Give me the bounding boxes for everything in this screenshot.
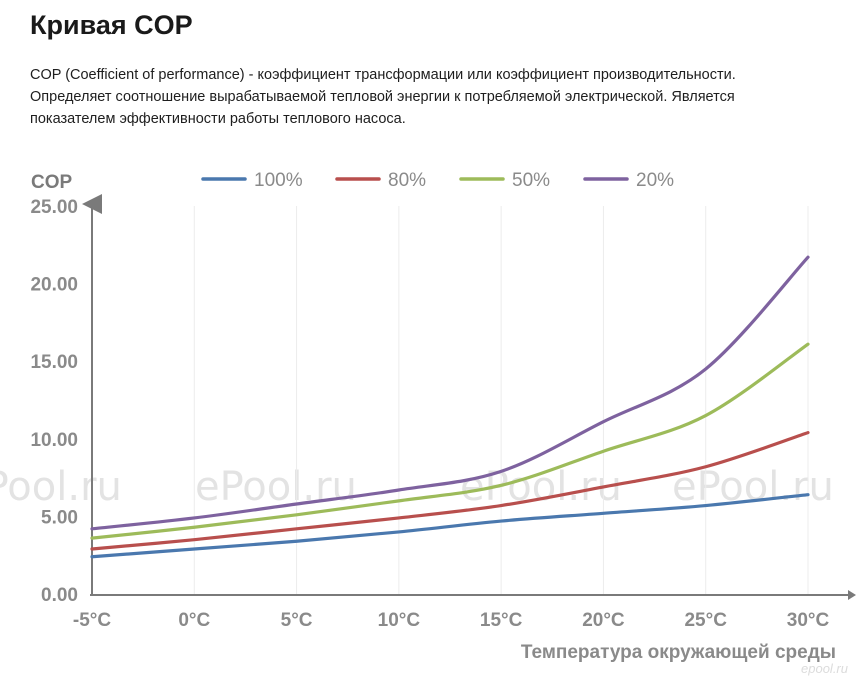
x-tick-label: 20°C	[582, 610, 625, 631]
y-tick-label: 15.00	[30, 352, 78, 373]
watermark-1: ePool.ru	[0, 464, 122, 510]
page-title: Кривая COP	[30, 10, 193, 40]
x-axis-label: Температура окружающей среды	[521, 642, 836, 663]
description-line-2: Определяет соотношение вырабатываемой те…	[30, 89, 735, 105]
series-line-50pct	[90, 342, 810, 540]
y-tick-label: 25.00	[30, 197, 78, 218]
x-axis-arrow	[848, 590, 856, 600]
series-line-100pct	[90, 493, 810, 559]
x-tick-label: 30°C	[787, 610, 830, 631]
x-tick-label: 25°C	[684, 610, 727, 631]
description: COP (Coefficient of performance) - коэфф…	[30, 64, 820, 130]
series-line-80pct	[90, 430, 810, 551]
series-line-20pct	[90, 255, 810, 531]
watermark-2: ePool.ru	[195, 464, 357, 510]
x-tick-label: 0°C	[178, 610, 210, 631]
legend-label-100pct: 100%	[254, 170, 303, 191]
legend-label-20pct: 20%	[636, 170, 674, 191]
y-tick-label: 0.00	[41, 585, 78, 606]
y-tick-label: 10.00	[30, 430, 78, 451]
legend-label-80pct: 80%	[388, 170, 426, 191]
legend-label-50pct: 50%	[512, 170, 550, 191]
y-tick-label: 20.00	[30, 275, 78, 296]
y-tick-label: 5.00	[41, 507, 78, 528]
description-line-1: COP (Coefficient of performance) - коэфф…	[30, 67, 736, 83]
y-axis-label: COP	[31, 172, 73, 193]
x-tick-label: 5°C	[281, 610, 313, 631]
x-tick-label: 15°C	[480, 610, 523, 631]
watermark-small: epool.ru	[801, 661, 848, 676]
x-tick-label: -5°C	[73, 610, 111, 631]
x-tick-label: 10°C	[378, 610, 421, 631]
watermark-4: ePool.ru	[672, 464, 834, 510]
description-line-3: показателем эффективности работы теплово…	[30, 111, 406, 127]
